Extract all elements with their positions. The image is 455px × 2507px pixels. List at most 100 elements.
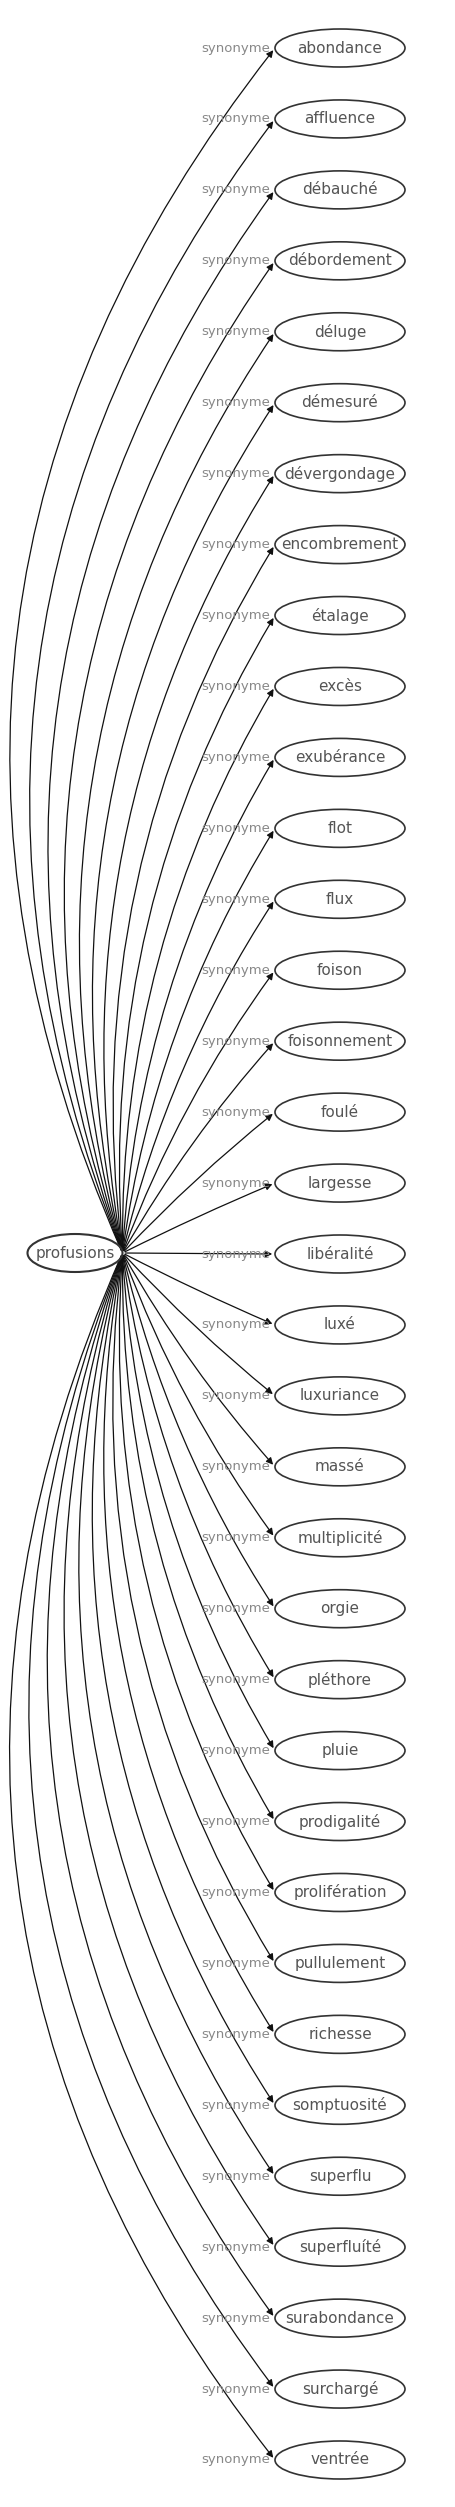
Text: synonyme: synonyme bbox=[201, 679, 269, 692]
Text: surchargé: surchargé bbox=[301, 2382, 377, 2397]
FancyArrowPatch shape bbox=[79, 336, 272, 1251]
Text: foisonnement: foisonnement bbox=[287, 1033, 392, 1048]
FancyArrowPatch shape bbox=[125, 1251, 270, 1256]
Text: synonyme: synonyme bbox=[201, 1958, 269, 1971]
Text: synonyme: synonyme bbox=[201, 1745, 269, 1757]
Text: synonyme: synonyme bbox=[201, 2311, 269, 2324]
Text: excès: excès bbox=[317, 679, 361, 694]
Text: pullulement: pullulement bbox=[294, 1955, 385, 1971]
Text: synonyme: synonyme bbox=[201, 1035, 269, 1048]
Text: encombrement: encombrement bbox=[281, 536, 398, 552]
Text: prolifération: prolifération bbox=[293, 1885, 386, 1900]
Text: synonyme: synonyme bbox=[201, 1389, 269, 1401]
Text: luxé: luxé bbox=[324, 1319, 355, 1331]
Text: foulé: foulé bbox=[320, 1106, 358, 1121]
Text: synonyme: synonyme bbox=[201, 183, 269, 196]
Text: déluge: déluge bbox=[313, 323, 365, 341]
Text: somptuosité: somptuosité bbox=[292, 2098, 387, 2113]
Text: synonyme: synonyme bbox=[201, 396, 269, 409]
FancyArrowPatch shape bbox=[119, 1256, 272, 1888]
Text: flot: flot bbox=[327, 820, 352, 835]
Text: libéralité: libéralité bbox=[306, 1246, 373, 1261]
Text: synonyme: synonyme bbox=[201, 466, 269, 481]
Text: synonyme: synonyme bbox=[201, 43, 269, 55]
FancyArrowPatch shape bbox=[10, 50, 272, 1251]
FancyArrowPatch shape bbox=[125, 1254, 271, 1324]
Text: synonyme: synonyme bbox=[201, 2098, 269, 2111]
FancyArrowPatch shape bbox=[29, 1256, 272, 2387]
Text: synonyme: synonyme bbox=[201, 822, 269, 835]
FancyArrowPatch shape bbox=[124, 1045, 272, 1251]
Text: synonyme: synonyme bbox=[201, 1672, 269, 1687]
FancyArrowPatch shape bbox=[122, 1256, 272, 1747]
Text: synonyme: synonyme bbox=[201, 253, 269, 268]
Text: pluie: pluie bbox=[321, 1742, 358, 1757]
FancyArrowPatch shape bbox=[123, 1256, 272, 1534]
FancyArrowPatch shape bbox=[124, 1256, 272, 1464]
Text: massé: massé bbox=[314, 1459, 364, 1474]
Text: ventrée: ventrée bbox=[310, 2452, 369, 2467]
FancyArrowPatch shape bbox=[123, 973, 272, 1251]
FancyArrowPatch shape bbox=[92, 406, 272, 1251]
Text: largesse: largesse bbox=[307, 1176, 371, 1191]
Text: surabondance: surabondance bbox=[285, 2311, 394, 2326]
Text: débordement: débordement bbox=[288, 253, 391, 268]
Text: synonyme: synonyme bbox=[201, 113, 269, 125]
FancyArrowPatch shape bbox=[122, 1256, 272, 1677]
Text: synonyme: synonyme bbox=[201, 609, 269, 622]
Text: exubérance: exubérance bbox=[294, 750, 384, 765]
FancyArrowPatch shape bbox=[79, 1256, 272, 2174]
FancyArrowPatch shape bbox=[124, 1256, 271, 1394]
Text: synonyme: synonyme bbox=[201, 1319, 269, 1331]
Text: synonyme: synonyme bbox=[201, 2169, 269, 2184]
FancyArrowPatch shape bbox=[10, 1256, 272, 2457]
Text: synonyme: synonyme bbox=[201, 1885, 269, 1898]
FancyArrowPatch shape bbox=[103, 1256, 272, 2031]
Text: flux: flux bbox=[325, 892, 354, 908]
Text: étalage: étalage bbox=[310, 607, 368, 624]
Text: pléthore: pléthore bbox=[307, 1672, 371, 1687]
FancyArrowPatch shape bbox=[122, 762, 272, 1251]
FancyArrowPatch shape bbox=[122, 689, 272, 1251]
Text: synonyme: synonyme bbox=[201, 2028, 269, 2041]
Text: synonyme: synonyme bbox=[201, 1459, 269, 1474]
Text: synonyme: synonyme bbox=[201, 1602, 269, 1615]
Text: richesse: richesse bbox=[308, 2026, 371, 2041]
Text: débauché: débauché bbox=[302, 183, 377, 198]
FancyArrowPatch shape bbox=[30, 123, 272, 1251]
Text: synonyme: synonyme bbox=[201, 2241, 269, 2254]
FancyArrowPatch shape bbox=[92, 1256, 272, 2101]
FancyArrowPatch shape bbox=[104, 476, 272, 1251]
Text: synonyme: synonyme bbox=[201, 1532, 269, 1544]
Text: prodigalité: prodigalité bbox=[298, 1813, 380, 1830]
Text: synonyme: synonyme bbox=[201, 2382, 269, 2397]
Text: superflu: superflu bbox=[308, 2169, 370, 2184]
Text: synonyme: synonyme bbox=[201, 1176, 269, 1188]
FancyArrowPatch shape bbox=[64, 1256, 272, 2244]
FancyArrowPatch shape bbox=[125, 1183, 271, 1251]
Text: dévergondage: dévergondage bbox=[284, 466, 394, 481]
Text: profusions: profusions bbox=[35, 1246, 115, 1261]
Text: superfluíté: superfluíté bbox=[298, 2239, 380, 2256]
FancyArrowPatch shape bbox=[48, 193, 272, 1251]
Text: synonyme: synonyme bbox=[201, 326, 269, 338]
FancyArrowPatch shape bbox=[113, 549, 272, 1251]
FancyArrowPatch shape bbox=[122, 832, 272, 1251]
Text: multiplicité: multiplicité bbox=[297, 1529, 382, 1547]
Text: synonyme: synonyme bbox=[201, 752, 269, 765]
Text: synonyme: synonyme bbox=[201, 539, 269, 552]
Text: synonyme: synonyme bbox=[201, 1248, 269, 1261]
Text: synonyme: synonyme bbox=[201, 1106, 269, 1118]
Text: orgie: orgie bbox=[320, 1602, 359, 1617]
FancyArrowPatch shape bbox=[119, 619, 272, 1251]
FancyArrowPatch shape bbox=[123, 903, 272, 1251]
Text: démesuré: démesuré bbox=[301, 396, 378, 411]
FancyArrowPatch shape bbox=[122, 1256, 272, 1818]
Text: affluence: affluence bbox=[304, 110, 375, 125]
FancyArrowPatch shape bbox=[124, 1116, 271, 1251]
Text: synonyme: synonyme bbox=[201, 963, 269, 978]
Text: abondance: abondance bbox=[297, 40, 382, 55]
Text: synonyme: synonyme bbox=[201, 1815, 269, 1828]
FancyArrowPatch shape bbox=[123, 1256, 272, 1604]
FancyArrowPatch shape bbox=[112, 1256, 272, 1960]
